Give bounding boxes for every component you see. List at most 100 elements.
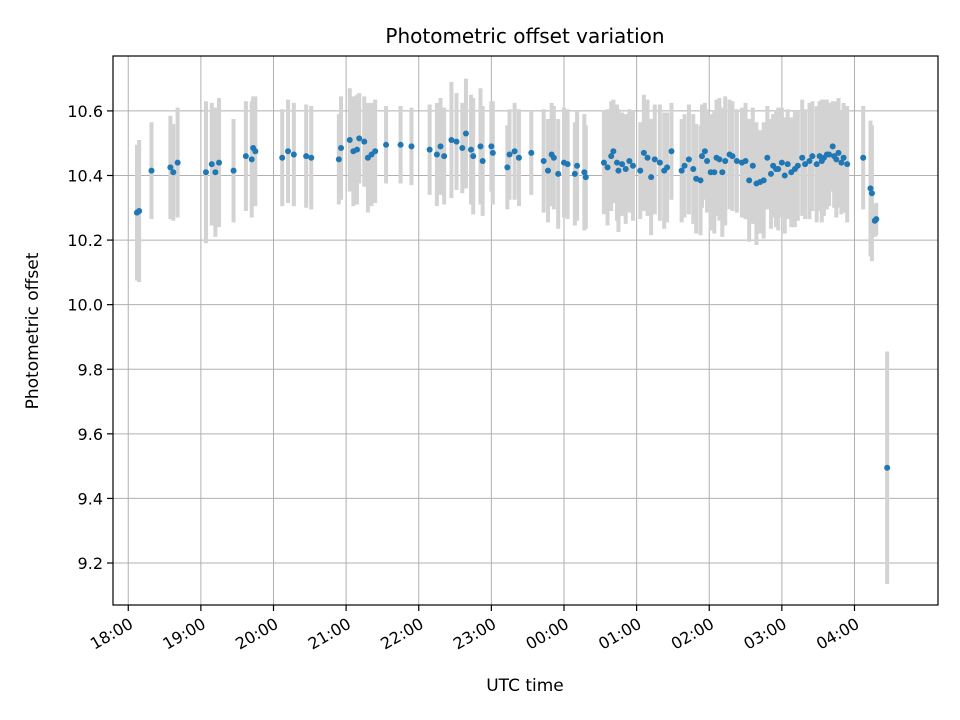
- data-point: [719, 169, 726, 176]
- data-point: [626, 157, 633, 164]
- y-tick-label: 9.4: [78, 489, 103, 508]
- data-point: [489, 149, 496, 156]
- data-point: [279, 154, 286, 161]
- data-point: [540, 157, 547, 164]
- data-point: [550, 154, 557, 161]
- data-point: [640, 149, 647, 156]
- data-point: [760, 177, 767, 184]
- data-point: [437, 143, 444, 150]
- data-point: [767, 170, 774, 177]
- data-point: [615, 167, 622, 174]
- data-point: [697, 177, 704, 184]
- data-point: [354, 146, 361, 153]
- data-point: [844, 161, 851, 168]
- data-point: [833, 156, 840, 163]
- y-tick-label: 10.0: [67, 296, 103, 315]
- data-point: [701, 148, 708, 155]
- data-point: [528, 149, 535, 156]
- data-point: [545, 167, 552, 174]
- data-point: [511, 148, 518, 155]
- data-point: [722, 157, 729, 164]
- data-point: [335, 156, 342, 163]
- data-point: [600, 159, 607, 166]
- data-point: [248, 156, 255, 163]
- data-point: [303, 153, 310, 160]
- data-point: [285, 148, 292, 155]
- data-point: [835, 149, 842, 156]
- data-point: [698, 153, 705, 160]
- data-point: [170, 169, 177, 176]
- y-tick-label: 10.6: [67, 102, 103, 121]
- plot-frame: [112, 55, 939, 606]
- y-tick-label: 10.4: [67, 166, 103, 185]
- data-point: [397, 141, 404, 148]
- data-point: [678, 167, 685, 174]
- data-point: [372, 148, 379, 155]
- data-point: [802, 161, 809, 168]
- data-point: [604, 164, 611, 171]
- data-point: [764, 154, 771, 161]
- data-point: [610, 148, 617, 155]
- y-tick-label: 10.2: [67, 231, 103, 250]
- data-point: [873, 216, 880, 223]
- data-point: [778, 159, 785, 166]
- data-point: [338, 145, 345, 152]
- data-point: [794, 162, 801, 169]
- data-point: [884, 464, 891, 471]
- data-point: [826, 151, 833, 158]
- data-point: [506, 151, 513, 158]
- data-point: [361, 138, 368, 145]
- data-point: [651, 156, 658, 163]
- y-tick-label: 9.2: [78, 554, 103, 573]
- data-point: [216, 159, 223, 166]
- data-point: [468, 146, 475, 153]
- data-point: [733, 157, 740, 164]
- data-point: [433, 151, 440, 158]
- data-point: [383, 141, 390, 148]
- data-point: [716, 156, 723, 163]
- data-point: [668, 148, 675, 155]
- data-point: [488, 143, 495, 150]
- data-point: [441, 153, 448, 160]
- x-axis-label: UTC time: [486, 676, 564, 696]
- data-point: [806, 157, 813, 164]
- data-point: [174, 159, 181, 166]
- data-point: [515, 154, 522, 161]
- data-point: [809, 153, 816, 160]
- data-point: [840, 154, 847, 161]
- data-point: [448, 136, 455, 143]
- data-point: [136, 208, 143, 215]
- data-point: [356, 135, 363, 142]
- y-tick-label: 9.6: [78, 425, 103, 444]
- data-point: [746, 177, 753, 184]
- chart-title: Photometric offset variation: [385, 24, 664, 48]
- data-point: [504, 164, 511, 171]
- data-point: [148, 167, 155, 174]
- data-point: [574, 162, 581, 169]
- data-point: [426, 146, 433, 153]
- data-point: [742, 157, 749, 164]
- data-point: [290, 151, 297, 158]
- data-point: [629, 162, 636, 169]
- data-point: [729, 153, 736, 160]
- data-point: [622, 166, 629, 173]
- data-point: [637, 167, 644, 174]
- data-point: [868, 190, 875, 197]
- data-point: [838, 159, 845, 166]
- data-point: [681, 162, 688, 169]
- data-point: [711, 169, 718, 176]
- data-point: [775, 166, 782, 173]
- data-point: [564, 161, 571, 168]
- data-point: [459, 145, 466, 152]
- data-point: [346, 136, 353, 143]
- data-point: [208, 161, 215, 168]
- data-point: [784, 161, 791, 168]
- data-point: [608, 153, 615, 160]
- data-point: [202, 169, 209, 176]
- data-point: [555, 170, 562, 177]
- data-point: [799, 154, 806, 161]
- data-point: [408, 143, 415, 150]
- data-point: [581, 169, 588, 176]
- data-point: [685, 156, 692, 163]
- data-point: [212, 169, 219, 176]
